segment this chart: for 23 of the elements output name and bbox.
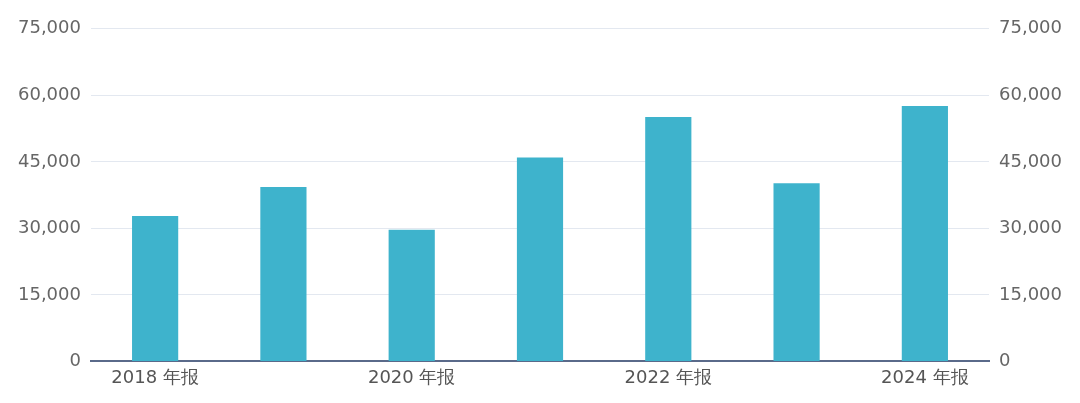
y-tick-label: 75,000: [18, 16, 81, 38]
bar: [773, 183, 820, 361]
x-tick-label: 2022 年报: [624, 365, 713, 387]
bar: [645, 117, 692, 361]
y-tick-label: 60,000: [18, 82, 81, 104]
bar: [901, 105, 948, 361]
bar: [132, 215, 179, 361]
y-tick-label: 0: [69, 349, 81, 371]
y-tick-label: 45,000: [18, 149, 81, 171]
y-tick-label: 30,000: [18, 216, 81, 238]
x-tick-label: 2020 年报: [367, 365, 456, 387]
x-tick-label: 2024 年报: [881, 365, 969, 387]
y2-tick-label: 30,000: [999, 216, 1062, 238]
x-tick-label: 2018 年报: [111, 365, 199, 387]
y2-tick-label: 0: [999, 349, 1011, 371]
bar: [516, 157, 564, 361]
y2-tick-label: 75,000: [999, 16, 1062, 38]
y2-tick-label: 60,000: [999, 82, 1062, 104]
bar: [260, 187, 307, 361]
y2-tick-label: 45,000: [999, 149, 1062, 171]
y-tick-label: 15,000: [18, 282, 81, 304]
bar: [388, 229, 435, 361]
y2-tick-label: 15,000: [999, 282, 1062, 304]
